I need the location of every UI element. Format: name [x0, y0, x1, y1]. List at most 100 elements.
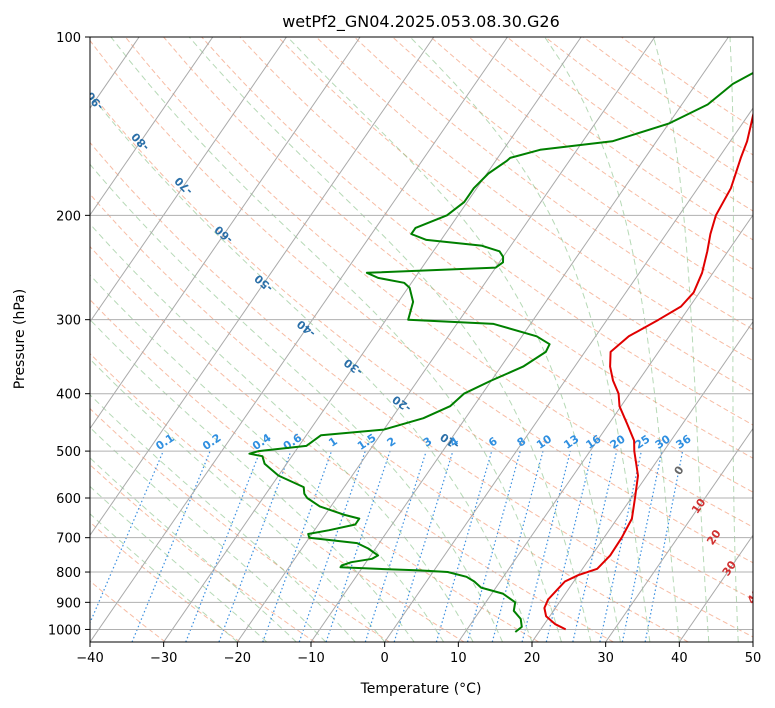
mixing-ratio-line [521, 450, 571, 642]
moist-adiabat-line [90, 318, 415, 642]
x-tick-label: 20 [524, 651, 541, 666]
dry-adiabat-line [315, 37, 753, 362]
dry-adiabat-line [392, 37, 753, 300]
isotherm-line [90, 37, 435, 537]
x-tick-label: 30 [597, 651, 614, 666]
isotherm-line [310, 37, 729, 642]
mixing-ratio-line [491, 450, 544, 642]
y-tick-label: 700 [56, 532, 81, 547]
isotherm-line [0, 37, 65, 642]
dry-adiabat-line [90, 464, 315, 642]
dry-adiabat-label: -70 [172, 174, 195, 198]
mixing-ratio-label: 3 [421, 435, 435, 450]
mixing-ratio-line [644, 450, 684, 642]
moist-adiabat-line [90, 457, 297, 642]
dry-adiabat-line [90, 39, 753, 564]
y-tick-label: 300 [56, 314, 81, 329]
chart-title: wetPf2_GN04.2025.053.08.30.G26 [282, 12, 560, 32]
moist-adiabat-line [90, 358, 386, 642]
mixing-ratio-line [131, 450, 211, 642]
mixing-ratio-label: 2 [385, 435, 399, 450]
dry-adiabat-line [163, 37, 753, 493]
mixing-ratio-line [435, 450, 493, 642]
dry-adiabat-line [90, 580, 166, 642]
mixing-ratio-label: 1 [326, 435, 340, 450]
moist-adiabat-line [287, 37, 621, 642]
dry-adiabat-line [468, 37, 753, 241]
moist-adiabat-line [90, 163, 503, 642]
dry-adiabat-label: -100 [34, 47, 61, 77]
x-axis-title: Temperature (°C) [360, 681, 482, 697]
mixing-ratio-line [599, 450, 642, 642]
y-tick-label: 400 [56, 388, 81, 403]
isotherm-line [457, 214, 753, 642]
x-tick-label: −40 [76, 651, 103, 666]
temperature-series-line [543, 111, 753, 631]
dry-adiabat-label: -80 [129, 130, 152, 154]
moist-adiabat-line [188, 37, 592, 642]
isotherm-line [531, 320, 753, 642]
x-tick-label: −10 [297, 651, 324, 666]
mixing-ratio-line [325, 450, 391, 642]
mixing-ratio-line [545, 450, 594, 642]
moist-adiabat-line [90, 485, 268, 642]
mixing-ratio-line [90, 450, 164, 625]
x-tick-label: 40 [671, 651, 688, 666]
mixing-ratio-line [466, 450, 521, 642]
dry-adiabat-line [90, 352, 465, 642]
x-tick-label: −20 [224, 651, 251, 666]
moist-adiabat-line [90, 426, 327, 642]
dry-adiabat-line [90, 407, 390, 642]
moist-adiabat-line [729, 37, 739, 642]
mixing-ratio-line [393, 450, 454, 642]
mixing-ratio-line [262, 450, 333, 642]
moist-adiabat-label: 10 [689, 496, 709, 516]
mixing-ratio-line [364, 450, 427, 642]
mixing-ratio-label: 20 [608, 432, 628, 452]
y-axis-title: Pressure (hPa) [12, 289, 28, 389]
y-tick-label: 800 [56, 566, 81, 581]
x-tick-label: 0 [381, 651, 389, 666]
y-tick-label: 1000 [48, 623, 81, 638]
mixing-ratio-label: 13 [561, 432, 581, 451]
dry-adiabat-label: -30 [341, 356, 365, 379]
plot-frame [89, 36, 754, 643]
moist-adiabat-line [90, 513, 238, 642]
isotherm-line [90, 37, 287, 323]
isotherm-line [163, 37, 582, 642]
dry-adiabat-line [621, 37, 753, 129]
dry-adiabat-label: -20 [390, 392, 414, 414]
dry-adiabat-label: -60 [212, 223, 236, 246]
mixing-ratio-label: 1.5 [355, 431, 378, 453]
dry-adiabat-line [277, 37, 753, 394]
isotherm-line [384, 107, 753, 642]
moist-adiabat-line [90, 394, 356, 642]
mixing-ratio-line [298, 450, 366, 642]
dry-adiabat-line [90, 90, 753, 600]
isotherm-line [90, 37, 361, 430]
dry-adiabat-label: -40 [294, 317, 318, 340]
x-tick-label: −30 [150, 651, 177, 666]
x-tick-label: 50 [745, 651, 762, 666]
moist-adiabat-line [90, 223, 474, 642]
mixing-ratio-label: 10 [534, 432, 554, 452]
y-tick-label: 500 [56, 445, 81, 460]
y-tick-label: 100 [56, 31, 81, 46]
moist-adiabat-label: 40 [745, 586, 765, 606]
moist-adiabat-line [544, 37, 680, 642]
moist-adiabat-line [110, 37, 562, 642]
moist-adiabat-label: 30 [720, 558, 740, 578]
dry-adiabat-line [90, 298, 540, 642]
isotherm-line [752, 641, 753, 642]
mixing-ratio-line [572, 450, 618, 642]
dry-adiabat-line [125, 37, 753, 528]
moist-adiabat-line [90, 274, 445, 642]
x-tick-label: 10 [450, 651, 467, 666]
mixing-ratio-label: 36 [674, 432, 694, 452]
moist-adiabat-label: 20 [704, 527, 724, 547]
mixing-ratio-label: 30 [653, 432, 673, 452]
dry-adiabat-label: -90 [83, 89, 106, 113]
dewpoint-series-line [248, 71, 753, 633]
dry-adiabat-line [353, 37, 753, 331]
